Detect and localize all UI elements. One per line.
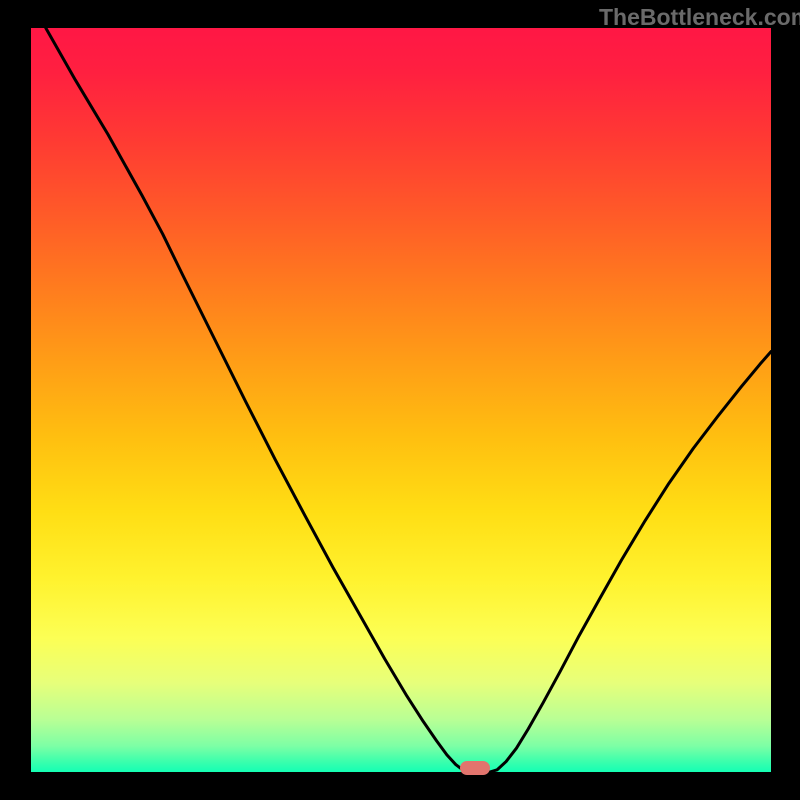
min-marker bbox=[460, 761, 490, 775]
chart-container: { "watermark": { "text": "TheBottleneck.… bbox=[0, 0, 800, 800]
watermark: TheBottleneck.com bbox=[599, 4, 800, 31]
curve-layer bbox=[0, 0, 800, 800]
bottleneck-curve bbox=[46, 28, 771, 772]
